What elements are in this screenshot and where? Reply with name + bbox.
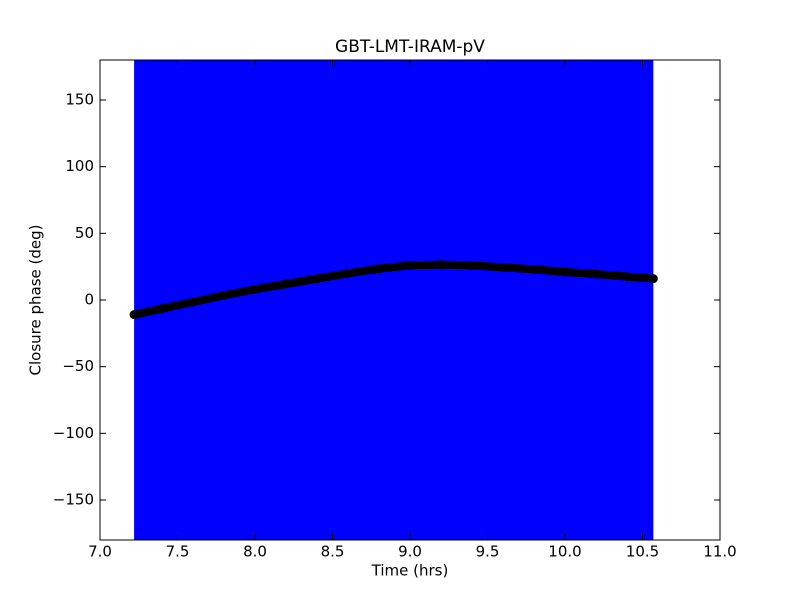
chart-title: GBT-LMT-IRAM-pV — [335, 37, 485, 57]
marker — [188, 297, 198, 307]
y-tick-label: 50 — [75, 224, 94, 242]
marker — [374, 264, 384, 274]
marker — [405, 260, 415, 270]
y-tick-label: −50 — [62, 357, 94, 375]
y-tick-label: −150 — [53, 491, 94, 509]
x-tick-label: 9.0 — [398, 543, 422, 561]
marker — [312, 274, 322, 284]
marker — [157, 304, 167, 314]
marker — [648, 274, 658, 284]
x-tick-label: 7.0 — [88, 543, 112, 561]
x-tick-label: 8.5 — [321, 543, 345, 561]
marker — [436, 260, 446, 270]
marker — [129, 310, 139, 320]
marker — [529, 264, 539, 274]
x-axis-label: Time (hrs) — [371, 562, 449, 580]
y-tick-label: 150 — [65, 91, 94, 109]
marker — [219, 290, 229, 300]
marker — [281, 279, 291, 289]
marker — [343, 268, 353, 278]
y-tick-label: 100 — [65, 157, 94, 175]
y-tick-label: −100 — [53, 424, 94, 442]
marker — [591, 269, 601, 279]
marker — [622, 272, 632, 282]
x-tick-label: 10.0 — [548, 543, 581, 561]
y-axis-label: Closure phase (deg) — [27, 225, 45, 376]
x-tick-label: 10.5 — [626, 543, 659, 561]
series-line — [133, 260, 654, 319]
x-tick-label: 11.0 — [703, 543, 736, 561]
x-tick-label: 9.5 — [476, 543, 500, 561]
marker — [560, 267, 570, 277]
marker — [498, 262, 508, 272]
marker — [250, 284, 260, 294]
marker — [467, 260, 477, 270]
x-tick-label: 7.5 — [166, 543, 190, 561]
y-tick-label: 0 — [84, 291, 94, 309]
x-tick-label: 8.0 — [243, 543, 267, 561]
